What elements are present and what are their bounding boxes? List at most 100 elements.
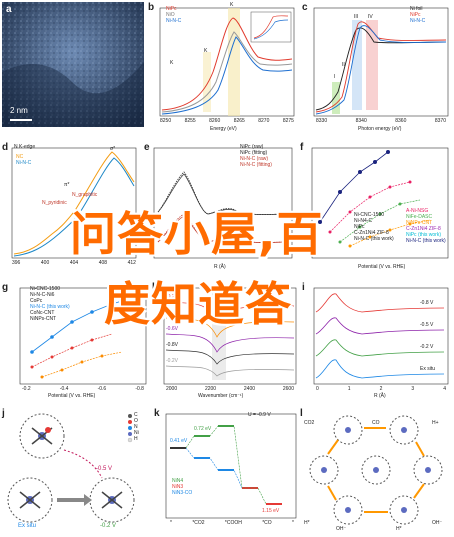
legend-nipc-raw: NiPc (raw): [240, 144, 264, 150]
potential-label: -0.8V: [166, 342, 178, 348]
xtick: *CO2: [192, 520, 205, 526]
legend-item: NiN3: [172, 484, 184, 490]
panel-k: k U = -0.9 V 0.41 eV 0.72 eV 1.15 eV NiN…: [154, 408, 298, 534]
panel-e-label: e: [144, 142, 150, 153]
peak-iii: III: [354, 14, 359, 20]
tem-image: [2, 2, 144, 127]
legend-item: CoNc-CNT: [30, 310, 55, 316]
panel-e-xlabel: R (Å): [214, 264, 226, 270]
legend-nio: NiO: [166, 12, 175, 18]
panel-a-label: a: [6, 4, 12, 15]
panel-e-legend: NiPc (raw) NiPc (fitting) Ni-N-C (raw) N…: [240, 144, 272, 168]
xtick: 2000: [166, 386, 178, 392]
legend-item: Ni-N-C (this work): [30, 304, 70, 310]
scale-bar-label: 2 nm: [10, 106, 28, 115]
xtick: -0.4: [59, 386, 69, 392]
legend-item: NiN3-CO: [172, 490, 193, 496]
xtick: 2: [379, 386, 383, 392]
legend-item: NiFe-DASC: [406, 214, 433, 220]
xtick: 8340: [355, 118, 367, 124]
species-label: OH⁻: [432, 520, 443, 526]
ni-ledge-chart: [313, 7, 449, 117]
legend-ni-foil: Ni foil: [410, 6, 423, 12]
xtick: 400: [40, 260, 50, 266]
peak-i: I: [334, 74, 336, 80]
panel-l-label: l: [300, 408, 303, 419]
xtick: 8330: [316, 118, 328, 124]
pi-star: π*: [64, 182, 70, 188]
legend-nipc: NiPc: [410, 12, 421, 18]
legend-item: C-Zn1Ni4 ZIF-8: [406, 226, 441, 232]
panel-i-xlabel: R (Å): [374, 393, 386, 399]
watermark-line-1: 问答小屋,百: [70, 207, 324, 261]
legend-ninc-fit: Ni-N-C (fitting): [240, 162, 272, 168]
panel-f-legend-right: A-Ni-NSG NiFe-DASC NiNPs-CNT C-Zn1Ni4 ZI…: [406, 208, 446, 244]
xtick: *CO: [262, 520, 272, 526]
panel-d-label: d: [2, 142, 9, 153]
panel-h-potentials: -0.2V -0.4V -0.6V -0.8V -0.2V: [166, 294, 178, 374]
species-label: H*: [396, 526, 402, 532]
panel-d-legend: NC Ni-N-C: [16, 154, 31, 166]
xtick: 0: [316, 386, 319, 392]
legend-item: Ni-N4-C: [354, 218, 373, 224]
xtick: -0.8: [135, 386, 144, 392]
panel-b-label: b: [148, 2, 155, 13]
panel-i-label: i: [302, 282, 305, 293]
panel-c-xticks: 8330 8340 8360 8370: [316, 118, 446, 124]
species-label: H+: [432, 420, 439, 426]
xtick: 8275: [282, 118, 294, 124]
potential-label: -0.6V: [166, 326, 178, 332]
xtick: 396: [12, 260, 21, 266]
atom-label: N: [134, 424, 138, 430]
species-label: CO2: [304, 420, 315, 426]
panel-b: b NiPc NiO Ni-N-C K K K 8250 8255 8260 8…: [148, 2, 298, 134]
panel-j-label: j: [2, 408, 5, 419]
legend-item: Ni-N-C (this work): [406, 238, 446, 244]
legend-item: NiN4: [172, 478, 184, 484]
panel-a: a 2 nm: [2, 2, 144, 127]
legend-item: Ni-CNC-1500: [354, 212, 385, 218]
panel-h-xlabel: Wavenumber (cm⁻¹): [198, 393, 244, 399]
panel-k-xticks: * *CO2 *COOH *CO *: [170, 520, 294, 526]
ex-situ-label: Ex situ: [18, 523, 37, 529]
legend-item: A-Ni-NSG: [406, 208, 429, 214]
legend-item: NiPc: [354, 224, 365, 230]
xtick: 2600: [282, 386, 294, 392]
xtick: 8370: [434, 118, 446, 124]
legend-item: NiPc (this work): [406, 232, 442, 238]
free-energy-chart: [165, 413, 297, 519]
potential-label: -0.2V: [166, 294, 178, 300]
xtick: 8360: [395, 118, 407, 124]
xtick: -0.2: [22, 386, 31, 392]
potential-label: -0.4V: [166, 310, 178, 316]
n-pyridinic: N_pyridinic: [42, 200, 67, 206]
panel-f-xlabel: Potential (V vs. RHE): [358, 264, 406, 270]
legend-item: NiNPs-CNT: [30, 316, 57, 322]
panel-k-label: k: [154, 408, 160, 419]
xtick: -0.6: [97, 386, 107, 392]
sigma-star: σ*: [110, 146, 116, 152]
curve-label: -0.8 V: [420, 300, 434, 306]
legend-item: C-Zn1Ni4 ZIF-8: [354, 230, 389, 236]
energy-value: 1.15 eV: [262, 508, 280, 514]
panel-c-xlabel: Photon energy (eV): [358, 126, 402, 132]
xtick: 8250: [160, 118, 172, 124]
legend-item: Ni-CNC-1500: [30, 286, 61, 292]
panel-i: i -0.8 V -0.5 V -0.2 V Ex situ 0 1 2 3 4…: [302, 282, 452, 400]
panel-k-legend: NiN4 NiN3 NiN3-CO: [172, 478, 192, 496]
kb-annotation: K: [170, 60, 174, 66]
xtick: *: [292, 520, 294, 526]
xtick: 3: [411, 386, 415, 392]
panel-c-legend: Ni foil NiPc Ni-N-C: [410, 6, 425, 24]
peak-ii: II: [342, 62, 345, 68]
panel-l: l CO2 CO H+ H* OH⁻ H* OH⁻: [300, 408, 452, 534]
xtick: 2400: [243, 386, 256, 392]
xtick: 1: [347, 386, 351, 392]
xanes-chart: [159, 7, 295, 117]
xtick: *COOH: [224, 520, 242, 526]
panel-c-label: c: [302, 2, 308, 13]
peak-iv: IV: [368, 14, 373, 20]
mechanism-cycle: [309, 415, 443, 525]
n-graphitic: N_graphitic: [72, 192, 98, 198]
ir-chart: [163, 287, 297, 385]
